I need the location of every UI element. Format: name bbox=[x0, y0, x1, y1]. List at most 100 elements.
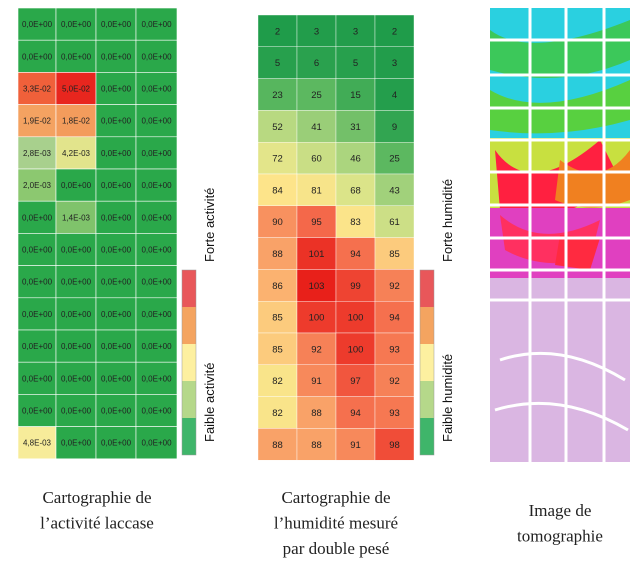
cell-text: 1,9E-02 bbox=[23, 117, 52, 126]
cell-text: 82 bbox=[272, 408, 283, 419]
legend-swatch bbox=[182, 344, 196, 381]
cell-text: 25 bbox=[311, 90, 322, 101]
cell-text: 0,0E+00 bbox=[101, 52, 132, 61]
cell-text: 0,0E+00 bbox=[141, 439, 172, 448]
cell-text: 0,0E+00 bbox=[101, 117, 132, 126]
cell-text: 0,0E+00 bbox=[141, 374, 172, 383]
cell-text: 60 bbox=[311, 154, 322, 165]
cell-text: 4 bbox=[392, 90, 397, 101]
caption: Image de bbox=[529, 501, 592, 520]
cell-text: 4,8E-03 bbox=[23, 439, 52, 448]
cell-text: 0,0E+00 bbox=[61, 407, 92, 416]
cell-text: 0,0E+00 bbox=[141, 149, 172, 158]
cell-text: 0,0E+00 bbox=[22, 20, 53, 29]
cell-text: 103 bbox=[309, 281, 325, 292]
legend-swatch bbox=[420, 270, 434, 307]
legend-low: Faible humidité bbox=[440, 354, 455, 442]
cell-text: 2 bbox=[275, 26, 280, 37]
cell-text: 43 bbox=[389, 185, 400, 196]
cell-text: 94 bbox=[350, 408, 361, 419]
cell-text: 0,0E+00 bbox=[141, 181, 172, 190]
cell-text: 0,0E+00 bbox=[61, 342, 92, 351]
legend-high: Forte humidité bbox=[440, 179, 455, 262]
legend-swatch bbox=[182, 381, 196, 418]
cell-text: 0,0E+00 bbox=[141, 117, 172, 126]
cell-text: 100 bbox=[348, 313, 364, 324]
cell-text: 88 bbox=[272, 440, 283, 451]
caption: l’activité laccase bbox=[40, 514, 154, 533]
cell-text: 82 bbox=[272, 376, 283, 387]
canvas: 0,0E+00 0,0E+00 0,0E+00 0,0E+00 0,0E+00 0,0E+… bbox=[0, 0, 632, 570]
cell-text: 6 bbox=[314, 58, 319, 69]
cell-text: 0,0E+00 bbox=[22, 374, 53, 383]
cell-text: 93 bbox=[389, 408, 400, 419]
cell-text: 0,0E+00 bbox=[61, 374, 92, 383]
cell-text: 3 bbox=[353, 26, 358, 37]
cell-text: 0,0E+00 bbox=[101, 85, 132, 94]
cell-text: 0,0E+00 bbox=[101, 20, 132, 29]
cell-text: 5 bbox=[275, 58, 280, 69]
cell-text: 92 bbox=[389, 281, 400, 292]
cell-text: 85 bbox=[272, 313, 283, 324]
cell-text: 88 bbox=[311, 408, 322, 419]
cell-text: 2 bbox=[392, 26, 397, 37]
cell-text: 0,0E+00 bbox=[101, 407, 132, 416]
cell-text: 0,0E+00 bbox=[61, 278, 92, 287]
cell-text: 92 bbox=[311, 344, 322, 355]
cell-text: 81 bbox=[311, 185, 322, 196]
cell-text: 94 bbox=[350, 249, 361, 260]
tomography-image bbox=[490, 8, 630, 462]
legend-swatch bbox=[420, 418, 434, 455]
cell-text: 23 bbox=[272, 90, 283, 101]
legend-swatch bbox=[182, 307, 196, 344]
cell-text: 86 bbox=[272, 281, 283, 292]
caption: par double pesé bbox=[283, 539, 390, 558]
cell-text: 0,0E+00 bbox=[22, 278, 53, 287]
cell-text: 0,0E+00 bbox=[61, 310, 92, 319]
cell-text: 0,0E+00 bbox=[101, 439, 132, 448]
cell-text: 1,8E-02 bbox=[62, 117, 91, 126]
cell-text: 3 bbox=[314, 26, 319, 37]
cell-text: 0,0E+00 bbox=[101, 246, 132, 255]
caption: l’humidité mesuré bbox=[274, 514, 398, 533]
cell-text: 5,0E-02 bbox=[62, 85, 91, 94]
cell-text: 88 bbox=[311, 440, 322, 451]
cell-text: 3 bbox=[392, 58, 397, 69]
cell-text: 0,0E+00 bbox=[101, 213, 132, 222]
cell-text: 0,0E+00 bbox=[22, 52, 53, 61]
cell-text: 2,0E-03 bbox=[23, 181, 52, 190]
cell-text: 0,0E+00 bbox=[141, 20, 172, 29]
cell-text: 72 bbox=[272, 154, 283, 165]
cell-text: 52 bbox=[272, 122, 283, 133]
legend-swatch bbox=[420, 307, 434, 344]
cell-text: 0,0E+00 bbox=[22, 342, 53, 351]
cell-text: 91 bbox=[350, 440, 361, 451]
cell-text: 101 bbox=[309, 249, 325, 260]
cell-text: 0,0E+00 bbox=[101, 181, 132, 190]
cell-text: 9 bbox=[392, 122, 397, 133]
cell-text: 90 bbox=[272, 217, 283, 228]
cell-text: 88 bbox=[272, 249, 283, 260]
cell-text: 0,0E+00 bbox=[22, 246, 53, 255]
cell-text: 0,0E+00 bbox=[22, 213, 53, 222]
cell-text: 93 bbox=[389, 344, 400, 355]
caption: tomographie bbox=[517, 527, 603, 546]
cell-text: 3,3E-02 bbox=[23, 85, 52, 94]
cell-text: 31 bbox=[350, 122, 361, 133]
caption: Cartographie de bbox=[281, 488, 390, 507]
legend-low: Faible activité bbox=[202, 363, 217, 442]
cell-text: 0,0E+00 bbox=[61, 246, 92, 255]
cell-text: 85 bbox=[389, 249, 400, 260]
cell-text: 0,0E+00 bbox=[61, 439, 92, 448]
cell-text: 0,0E+00 bbox=[61, 181, 92, 190]
legend-swatch bbox=[182, 418, 196, 455]
cell-text: 25 bbox=[389, 154, 400, 165]
cell-text: 84 bbox=[272, 185, 283, 196]
cell-text: 68 bbox=[350, 185, 361, 196]
legend-swatch bbox=[420, 381, 434, 418]
cell-text: 100 bbox=[348, 344, 364, 355]
cell-text: 0,0E+00 bbox=[141, 85, 172, 94]
cell-text: 97 bbox=[350, 376, 361, 387]
cell-text: 1,4E-03 bbox=[62, 213, 91, 222]
cell-text: 83 bbox=[350, 217, 361, 228]
